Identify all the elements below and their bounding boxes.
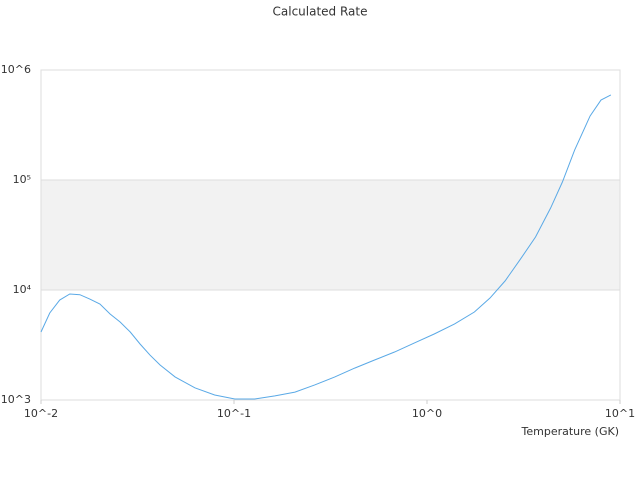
x-tick-label: 10^-1 (217, 407, 251, 420)
x-axis-label: Temperature (GK) (521, 425, 620, 438)
x-tick-label: 10^1 (605, 407, 635, 420)
data-line (40, 94, 612, 400)
x-tick-label: 10^0 (412, 407, 442, 420)
chart-title: Calculated Rate (273, 5, 368, 19)
y-tick-label: 10⁵ (13, 173, 31, 186)
x-tick-label: 10^-2 (24, 407, 58, 420)
y-tick-label: 10⁴ (13, 283, 32, 296)
grid-band (41, 180, 620, 290)
y-tick-label: 10^3 (1, 393, 31, 406)
y-tick-label: 10^6 (1, 63, 31, 76)
